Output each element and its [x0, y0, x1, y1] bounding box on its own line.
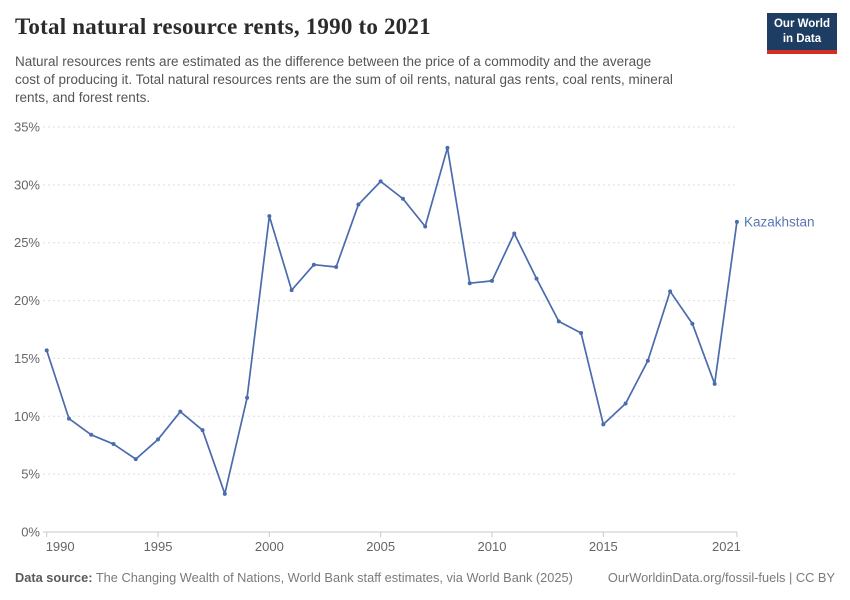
- x-axis-tick-label: 2010: [478, 539, 507, 554]
- data-point[interactable]: [601, 422, 606, 427]
- owid-logo-line1: Our World: [773, 18, 830, 30]
- x-axis-tick-label: 1995: [144, 539, 173, 554]
- data-point[interactable]: [734, 219, 739, 224]
- data-point[interactable]: [467, 281, 472, 286]
- data-point[interactable]: [334, 265, 339, 270]
- data-point[interactable]: [668, 289, 673, 294]
- y-axis-tick-label: 0%: [21, 525, 40, 540]
- data-point[interactable]: [378, 179, 383, 184]
- chart-subtitle: Natural resources rents are estimated as…: [15, 53, 673, 107]
- data-point[interactable]: [356, 202, 361, 207]
- data-source-text: The Changing Wealth of Nations, World Ba…: [92, 570, 573, 585]
- data-point[interactable]: [89, 432, 94, 437]
- y-axis-tick-label: 5%: [21, 467, 40, 482]
- x-axis-tick-label: 2015: [589, 539, 618, 554]
- data-point[interactable]: [245, 395, 250, 400]
- y-axis-tick-label: 15%: [14, 351, 40, 366]
- owid-logo[interactable]: Our World in Data: [766, 13, 837, 54]
- y-axis-tick-label: 20%: [14, 293, 40, 308]
- data-point[interactable]: [311, 262, 316, 267]
- data-point[interactable]: [44, 348, 49, 353]
- subtitle-line: Natural resources rents are estimated as…: [15, 54, 652, 69]
- data-point[interactable]: [534, 276, 539, 281]
- data-point[interactable]: [267, 214, 272, 219]
- subtitle-line: cost of producing it. Total natural reso…: [15, 72, 673, 88]
- data-point[interactable]: [690, 321, 695, 326]
- data-point[interactable]: [445, 145, 450, 150]
- data-point[interactable]: [645, 358, 650, 363]
- data-point[interactable]: [222, 491, 227, 496]
- y-axis-tick-label: 35%: [14, 120, 40, 135]
- data-source-note: Data source: The Changing Wealth of Nati…: [15, 570, 573, 585]
- data-point[interactable]: [111, 442, 116, 447]
- data-point[interactable]: [490, 278, 494, 283]
- data-point[interactable]: [66, 416, 71, 421]
- data-point[interactable]: [423, 224, 428, 229]
- data-point[interactable]: [512, 231, 517, 236]
- x-axis-tick-label: 2005: [366, 539, 395, 554]
- subtitle-line: rents, and forest rents.: [15, 90, 151, 106]
- x-axis-tick-label: 2021: [712, 539, 741, 554]
- data-line[interactable]: [45, 146, 738, 495]
- data-point[interactable]: [133, 457, 138, 462]
- owid-url-link[interactable]: OurWorldinData.org/fossil-fuels | CC BY: [607, 570, 835, 585]
- y-axis-tick-label: 25%: [14, 235, 40, 250]
- data-point[interactable]: [712, 381, 717, 386]
- entity-label[interactable]: Kazakhstan: [744, 214, 815, 229]
- data-point[interactable]: [178, 409, 183, 414]
- x-axis-tick-label: 2000: [255, 539, 284, 554]
- data-point[interactable]: [156, 437, 161, 442]
- y-axis-tick-label: 10%: [14, 409, 40, 424]
- data-point[interactable]: [623, 401, 628, 406]
- data-point[interactable]: [400, 196, 405, 201]
- data-point[interactable]: [556, 319, 561, 324]
- owid-logo-line2: in Data: [782, 32, 822, 45]
- data-point[interactable]: [200, 428, 205, 433]
- data-point[interactable]: [289, 288, 294, 293]
- page-title: Total natural resource rents, 1990 to 20…: [15, 14, 431, 39]
- y-axis-tick-label: 30%: [14, 177, 40, 192]
- chart-footer: Data source: The Changing Wealth of Nati…: [15, 570, 835, 585]
- data-point[interactable]: [579, 330, 584, 335]
- data-source-label: Data source:: [15, 570, 93, 585]
- x-axis-tick-label: 1990: [46, 539, 75, 554]
